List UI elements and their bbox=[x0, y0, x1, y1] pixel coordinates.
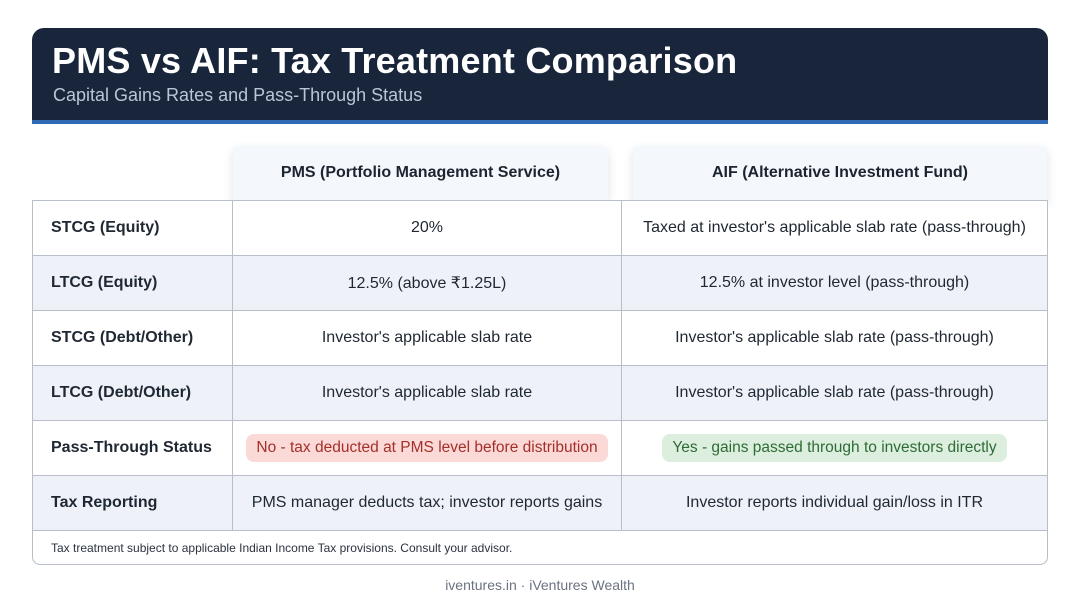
comparison-table: STCG (Equity) 20% Taxed at investor's ap… bbox=[32, 200, 1048, 565]
title-banner: PMS vs AIF: Tax Treatment Comparison Cap… bbox=[32, 28, 1048, 124]
aif-value: Yes - gains passed through to investors … bbox=[622, 421, 1047, 475]
row-label: LTCG (Debt/Other) bbox=[33, 366, 233, 420]
column-header-pms: PMS (Portfolio Management Service) bbox=[233, 146, 608, 200]
aif-value: Taxed at investor's applicable slab rate… bbox=[643, 219, 1026, 236]
table-row-stcg-debt: STCG (Debt/Other) Investor's applicable … bbox=[33, 311, 1047, 366]
row-label: Pass-Through Status bbox=[33, 421, 233, 475]
pms-value: No - tax deducted at PMS level before di… bbox=[233, 421, 622, 475]
table-row-ltcg-debt: LTCG (Debt/Other) Investor's applicable … bbox=[33, 366, 1047, 421]
pms-value: Investor's applicable slab rate bbox=[233, 366, 622, 420]
table-row-pass-through: Pass-Through Status No - tax deducted at… bbox=[33, 421, 1047, 476]
pms-value: 20% bbox=[233, 201, 622, 255]
column-header-aif: AIF (Alternative Investment Fund) bbox=[633, 146, 1047, 200]
row-label: STCG (Equity) bbox=[33, 201, 233, 255]
row-label: Tax Reporting bbox=[33, 476, 233, 530]
status-badge-no: No - tax deducted at PMS level before di… bbox=[246, 434, 608, 462]
table-row-tax-reporting: Tax Reporting PMS manager deducts tax; i… bbox=[33, 476, 1047, 531]
status-badge-yes: Yes - gains passed through to investors … bbox=[662, 434, 1007, 462]
aif-value: 12.5% at investor level (pass-through) bbox=[699, 274, 970, 291]
pms-value: Investor's applicable slab rate bbox=[233, 311, 622, 365]
aif-value: Investor reports individual gain/loss in… bbox=[685, 494, 984, 511]
row-label: LTCG (Equity) bbox=[33, 256, 233, 310]
page-subtitle: Capital Gains Rates and Pass-Through Sta… bbox=[53, 85, 423, 105]
table-row-ltcg-equity: LTCG (Equity) 12.5% (above ₹1.25L) 12.5%… bbox=[33, 256, 1047, 311]
disclaimer-note: Tax treatment subject to applicable Indi… bbox=[51, 541, 513, 555]
pms-value: PMS manager deducts tax; investor report… bbox=[233, 476, 622, 530]
footer-credit: iventures.in · iVentures Wealth bbox=[445, 577, 635, 593]
aif-value: Investor's applicable slab rate (pass-th… bbox=[675, 329, 994, 346]
pms-value: 12.5% (above ₹1.25L) bbox=[233, 256, 622, 310]
row-label: STCG (Debt/Other) bbox=[33, 311, 233, 365]
table-row-stcg-equity: STCG (Equity) 20% Taxed at investor's ap… bbox=[33, 201, 1047, 256]
page-title: PMS vs AIF: Tax Treatment Comparison bbox=[52, 40, 738, 81]
aif-value: Investor's applicable slab rate (pass-th… bbox=[675, 384, 994, 401]
